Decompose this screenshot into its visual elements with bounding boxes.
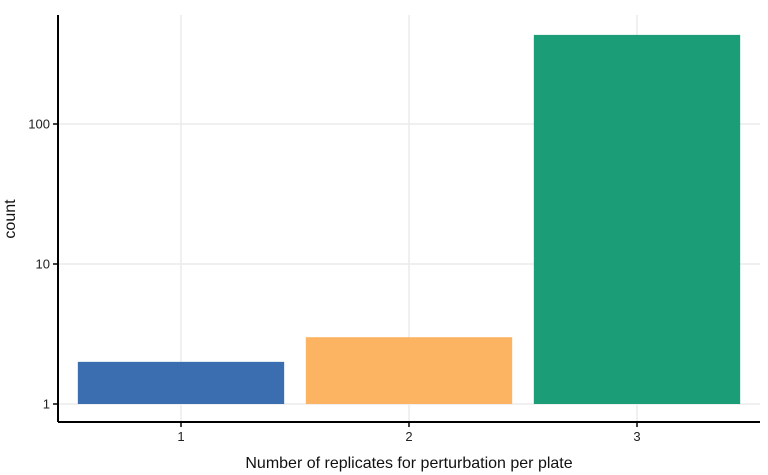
bars	[77, 34, 741, 404]
bar-3	[533, 34, 741, 404]
bar-2	[305, 337, 513, 404]
y-axis-title: count	[2, 199, 19, 239]
y-tick-label-1: 1	[43, 397, 50, 412]
x-tick-label-1: 1	[177, 429, 184, 444]
bar-1	[77, 361, 285, 404]
y-tick-label-100: 100	[28, 117, 50, 132]
x-axis-title: Number of replicates for perturbation pe…	[245, 455, 572, 472]
y-tick-label-10: 10	[36, 257, 50, 272]
ticks: 1 10 100 1 2 3	[28, 117, 640, 445]
x-tick-label-2: 2	[405, 429, 412, 444]
x-tick-label-3: 3	[633, 429, 640, 444]
